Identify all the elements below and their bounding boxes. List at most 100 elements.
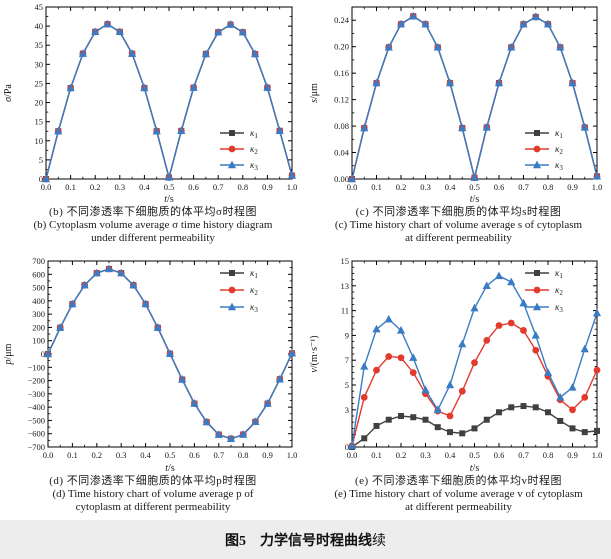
svg-text:0.6: 0.6 — [188, 182, 199, 192]
svg-text:0.5: 0.5 — [165, 450, 176, 460]
svg-text:0.12: 0.12 — [334, 95, 349, 105]
svg-text:35: 35 — [35, 40, 44, 50]
svg-text:0.1: 0.1 — [67, 450, 78, 460]
svg-text:0.8: 0.8 — [237, 182, 248, 192]
svg-text:κ3: κ3 — [555, 302, 563, 314]
svg-text:3: 3 — [345, 405, 349, 415]
svg-text:700: 700 — [32, 256, 45, 266]
chart-b-sigma-time-history: 0.0 0.1 0.2 0.3 0.4 0.5 0.6 0.7 0.8 0.9 1.0 0 5 10 15 2… — [3, 2, 298, 205]
svg-text:0.00: 0.00 — [334, 174, 349, 184]
svg-text:20: 20 — [35, 98, 44, 108]
svg-text:0.2: 0.2 — [90, 182, 101, 192]
svg-text:0.0: 0.0 — [347, 450, 358, 460]
svg-text:t/s: t/s — [470, 463, 480, 474]
figure-label: 图5 — [225, 533, 246, 549]
svg-text:0.3: 0.3 — [420, 450, 431, 460]
svg-text:300: 300 — [32, 309, 45, 319]
caption-c-en-line2: at different permeability — [405, 232, 512, 244]
svg-text:s/μm: s/μm — [309, 83, 320, 103]
svg-text:0.5: 0.5 — [469, 450, 480, 460]
svg-text:0.4: 0.4 — [139, 182, 150, 192]
caption-b-en-line2: under different permeability — [91, 232, 215, 244]
svg-text:0.5: 0.5 — [164, 182, 175, 192]
svg-text:κ3: κ3 — [555, 160, 563, 172]
caption-d: (d) 不同渗透率下细胞质的体平均p时程图 (d) Time history c… — [0, 475, 306, 514]
svg-text:0.4: 0.4 — [445, 182, 456, 192]
svg-text:0.9: 0.9 — [567, 182, 578, 192]
svg-text:0.1: 0.1 — [371, 450, 382, 460]
svg-text:κ3: κ3 — [250, 160, 258, 172]
svg-text:0.9: 0.9 — [567, 450, 578, 460]
svg-text:0.7: 0.7 — [518, 450, 529, 460]
svg-text:11: 11 — [341, 306, 349, 316]
svg-text:κ1: κ1 — [250, 128, 258, 140]
svg-text:t/s: t/s — [164, 194, 174, 205]
caption-b: (b) 不同渗透率下细胞质的体平均σ时程图 (b) Cytoplasm volu… — [0, 206, 306, 245]
svg-text:0.3: 0.3 — [114, 182, 125, 192]
chart-grid: 0.0 0.1 0.2 0.3 0.4 0.5 0.6 0.7 0.8 0.9 1.0 0 5 10 15 2… — [0, 0, 611, 520]
svg-text:κ1: κ1 — [555, 268, 563, 280]
figure-title: 力学信号时程曲线 — [260, 533, 372, 549]
caption-d-en-line1: (d) Time history chart of volume average… — [52, 488, 254, 500]
svg-text:v/(m·s⁻¹): v/(m·s⁻¹) — [309, 335, 320, 372]
svg-text:0.1: 0.1 — [65, 182, 76, 192]
svg-text:κ3: κ3 — [250, 302, 258, 314]
caption-c: (c) 不同渗透率下细胞质的体平均s时程图 (c) Time history c… — [306, 206, 611, 245]
svg-text:κ1: κ1 — [555, 128, 563, 140]
svg-text:30: 30 — [35, 59, 44, 69]
svg-text:15: 15 — [341, 256, 350, 266]
svg-text:0.3: 0.3 — [420, 182, 431, 192]
svg-text:0.9: 0.9 — [262, 450, 273, 460]
caption-e-en-line1: (e) Time history chart of volume average… — [334, 488, 583, 500]
svg-text:−100: −100 — [27, 362, 45, 372]
svg-text:0.08: 0.08 — [334, 121, 349, 131]
svg-text:25: 25 — [35, 78, 44, 88]
svg-text:0.2: 0.2 — [396, 450, 407, 460]
svg-text:100: 100 — [32, 336, 45, 346]
chart-panel-e: 0.0 0.1 0.2 0.3 0.4 0.5 0.6 0.7 0.8 0.9 1.0 0 3 5 7 9 11… — [306, 247, 611, 520]
figure-title-bar: 图5 力学信号时程曲线 续 — [0, 520, 611, 559]
svg-text:0.0: 0.0 — [41, 182, 52, 192]
svg-text:0.6: 0.6 — [494, 450, 505, 460]
svg-text:0.0: 0.0 — [347, 182, 358, 192]
svg-text:κ1: κ1 — [250, 268, 258, 280]
svg-text:5: 5 — [345, 380, 349, 390]
caption-e: (e) 不同渗透率下细胞质的体平均v时程图 (e) Time history c… — [306, 475, 611, 514]
svg-text:10: 10 — [35, 136, 44, 146]
caption-d-cn: (d) 不同渗透率下细胞质的体平均p时程图 — [49, 475, 257, 487]
svg-text:κ2: κ2 — [250, 285, 258, 297]
svg-text:0.2: 0.2 — [396, 182, 407, 192]
chart-d-p-time-history: 0.0 0.1 0.2 0.3 0.4 0.5 0.6 0.7 0.8 0.9 1.0 −700 −60… — [3, 256, 297, 474]
svg-text:−300: −300 — [27, 389, 45, 399]
caption-d-en-line2: cytoplasm at different permeability — [75, 501, 231, 513]
svg-text:t/s: t/s — [470, 194, 480, 205]
svg-text:0.8: 0.8 — [238, 450, 249, 460]
svg-text:p/μm: p/μm — [3, 343, 14, 365]
svg-text:0.8: 0.8 — [543, 450, 554, 460]
svg-text:400: 400 — [32, 296, 45, 306]
svg-text:40: 40 — [35, 21, 44, 31]
svg-text:500: 500 — [32, 283, 45, 293]
svg-text:0.04: 0.04 — [334, 148, 350, 158]
svg-text:κ2: κ2 — [250, 144, 258, 156]
svg-text:−700: −700 — [27, 442, 45, 452]
chart-panel-c: 0.0 0.1 0.2 0.3 0.4 0.5 0.6 0.7 0.8 0.9 1.0 0.00 0.0… — [306, 0, 611, 247]
svg-text:0.6: 0.6 — [189, 450, 200, 460]
svg-text:σ/Pa: σ/Pa — [3, 84, 14, 102]
chart-c-s-time-history: 0.0 0.1 0.2 0.3 0.4 0.5 0.6 0.7 0.8 0.9 1.0 0.00 0.0… — [309, 6, 602, 205]
svg-text:7: 7 — [345, 355, 349, 365]
svg-text:0.7: 0.7 — [518, 182, 529, 192]
svg-text:−200: −200 — [27, 376, 45, 386]
svg-text:t/s: t/s — [165, 463, 175, 474]
svg-text:200: 200 — [32, 322, 45, 332]
svg-text:−500: −500 — [27, 415, 45, 425]
svg-text:0.4: 0.4 — [445, 450, 456, 460]
svg-text:1.0: 1.0 — [287, 182, 298, 192]
svg-text:0.5: 0.5 — [469, 182, 480, 192]
svg-text:0.3: 0.3 — [116, 450, 127, 460]
caption-e-en-line2: at different permeability — [405, 501, 512, 513]
svg-text:0.7: 0.7 — [213, 182, 224, 192]
caption-b-en-line1: (b) Cytoplasm volume average σ time hist… — [33, 219, 273, 231]
caption-b-cn: (b) 不同渗透率下细胞质的体平均σ时程图 — [48, 206, 257, 218]
